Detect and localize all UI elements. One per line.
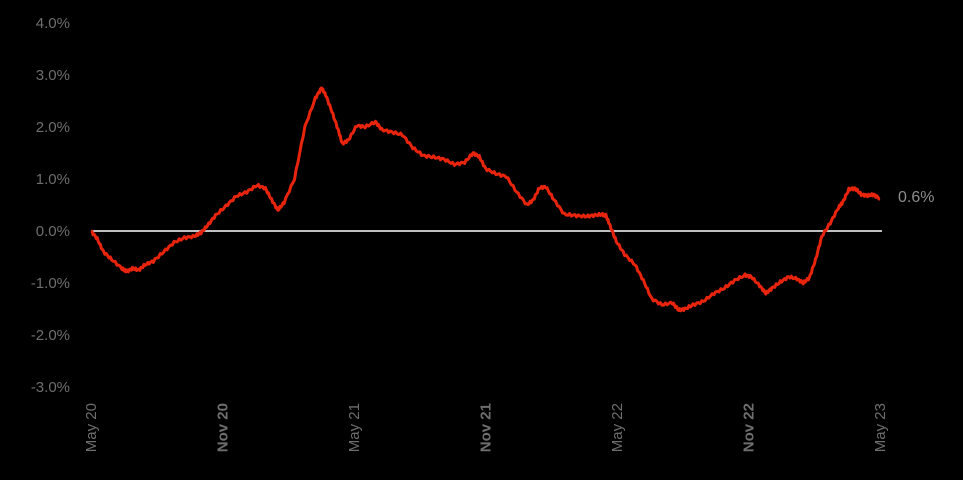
y-tick-label: -3.0% (31, 379, 70, 396)
y-axis-ticks: -3.0% -2.0% -1.0% 0.0% 1.0% 2.0% 3.0% 4.0% (31, 15, 70, 396)
x-tick-label: May 22 (609, 403, 626, 452)
x-tick-label: Nov 21 (478, 403, 495, 452)
y-tick-label: 1.0% (36, 171, 70, 188)
y-tick-label: -2.0% (31, 327, 70, 344)
x-axis-ticks: May 20 Nov 20 May 21 Nov 21 May 22 Nov 22 May … (83, 403, 889, 452)
y-tick-label: 4.0% (36, 15, 70, 32)
end-value-label: 0.6% (898, 189, 934, 206)
x-tick-label: May 20 (83, 403, 100, 452)
x-tick-label: Nov 22 (741, 403, 758, 452)
x-tick-label: Nov 20 (215, 403, 232, 452)
x-tick-label: May 23 (872, 403, 889, 452)
y-tick-label: 0.0% (36, 223, 70, 240)
x-tick-label: May 21 (346, 403, 363, 452)
y-tick-label: 3.0% (36, 67, 70, 84)
series-line (90, 86, 881, 313)
y-tick-label: -1.0% (31, 275, 70, 292)
y-tick-label: 2.0% (36, 119, 70, 136)
